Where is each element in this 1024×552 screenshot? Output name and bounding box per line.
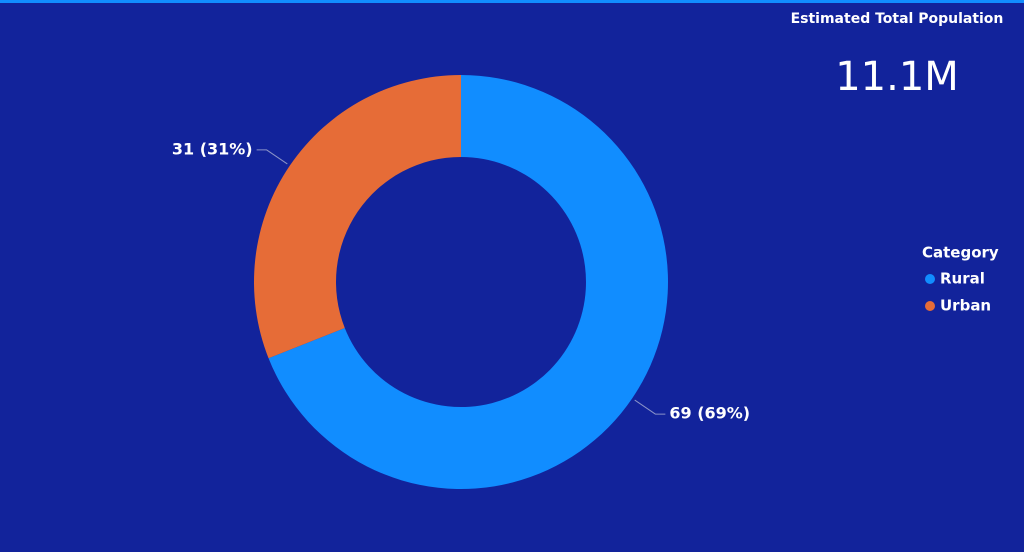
legend-title: Category <box>922 244 999 262</box>
leader-line <box>634 399 666 415</box>
donut-slice <box>268 75 668 490</box>
leader-line <box>256 149 288 165</box>
card-title: Estimated Total Population <box>791 11 1004 27</box>
donut-slice <box>254 75 461 359</box>
legend-label: Urban <box>940 297 991 315</box>
data-label: 31 (31%) <box>172 139 253 158</box>
top-bar <box>0 0 1024 3</box>
legend-label: Rural <box>940 270 985 288</box>
legend-marker <box>925 274 935 284</box>
data-label: 69 (69%) <box>669 404 750 423</box>
card-value: 11.1M <box>835 54 959 100</box>
legend-marker <box>925 301 935 311</box>
